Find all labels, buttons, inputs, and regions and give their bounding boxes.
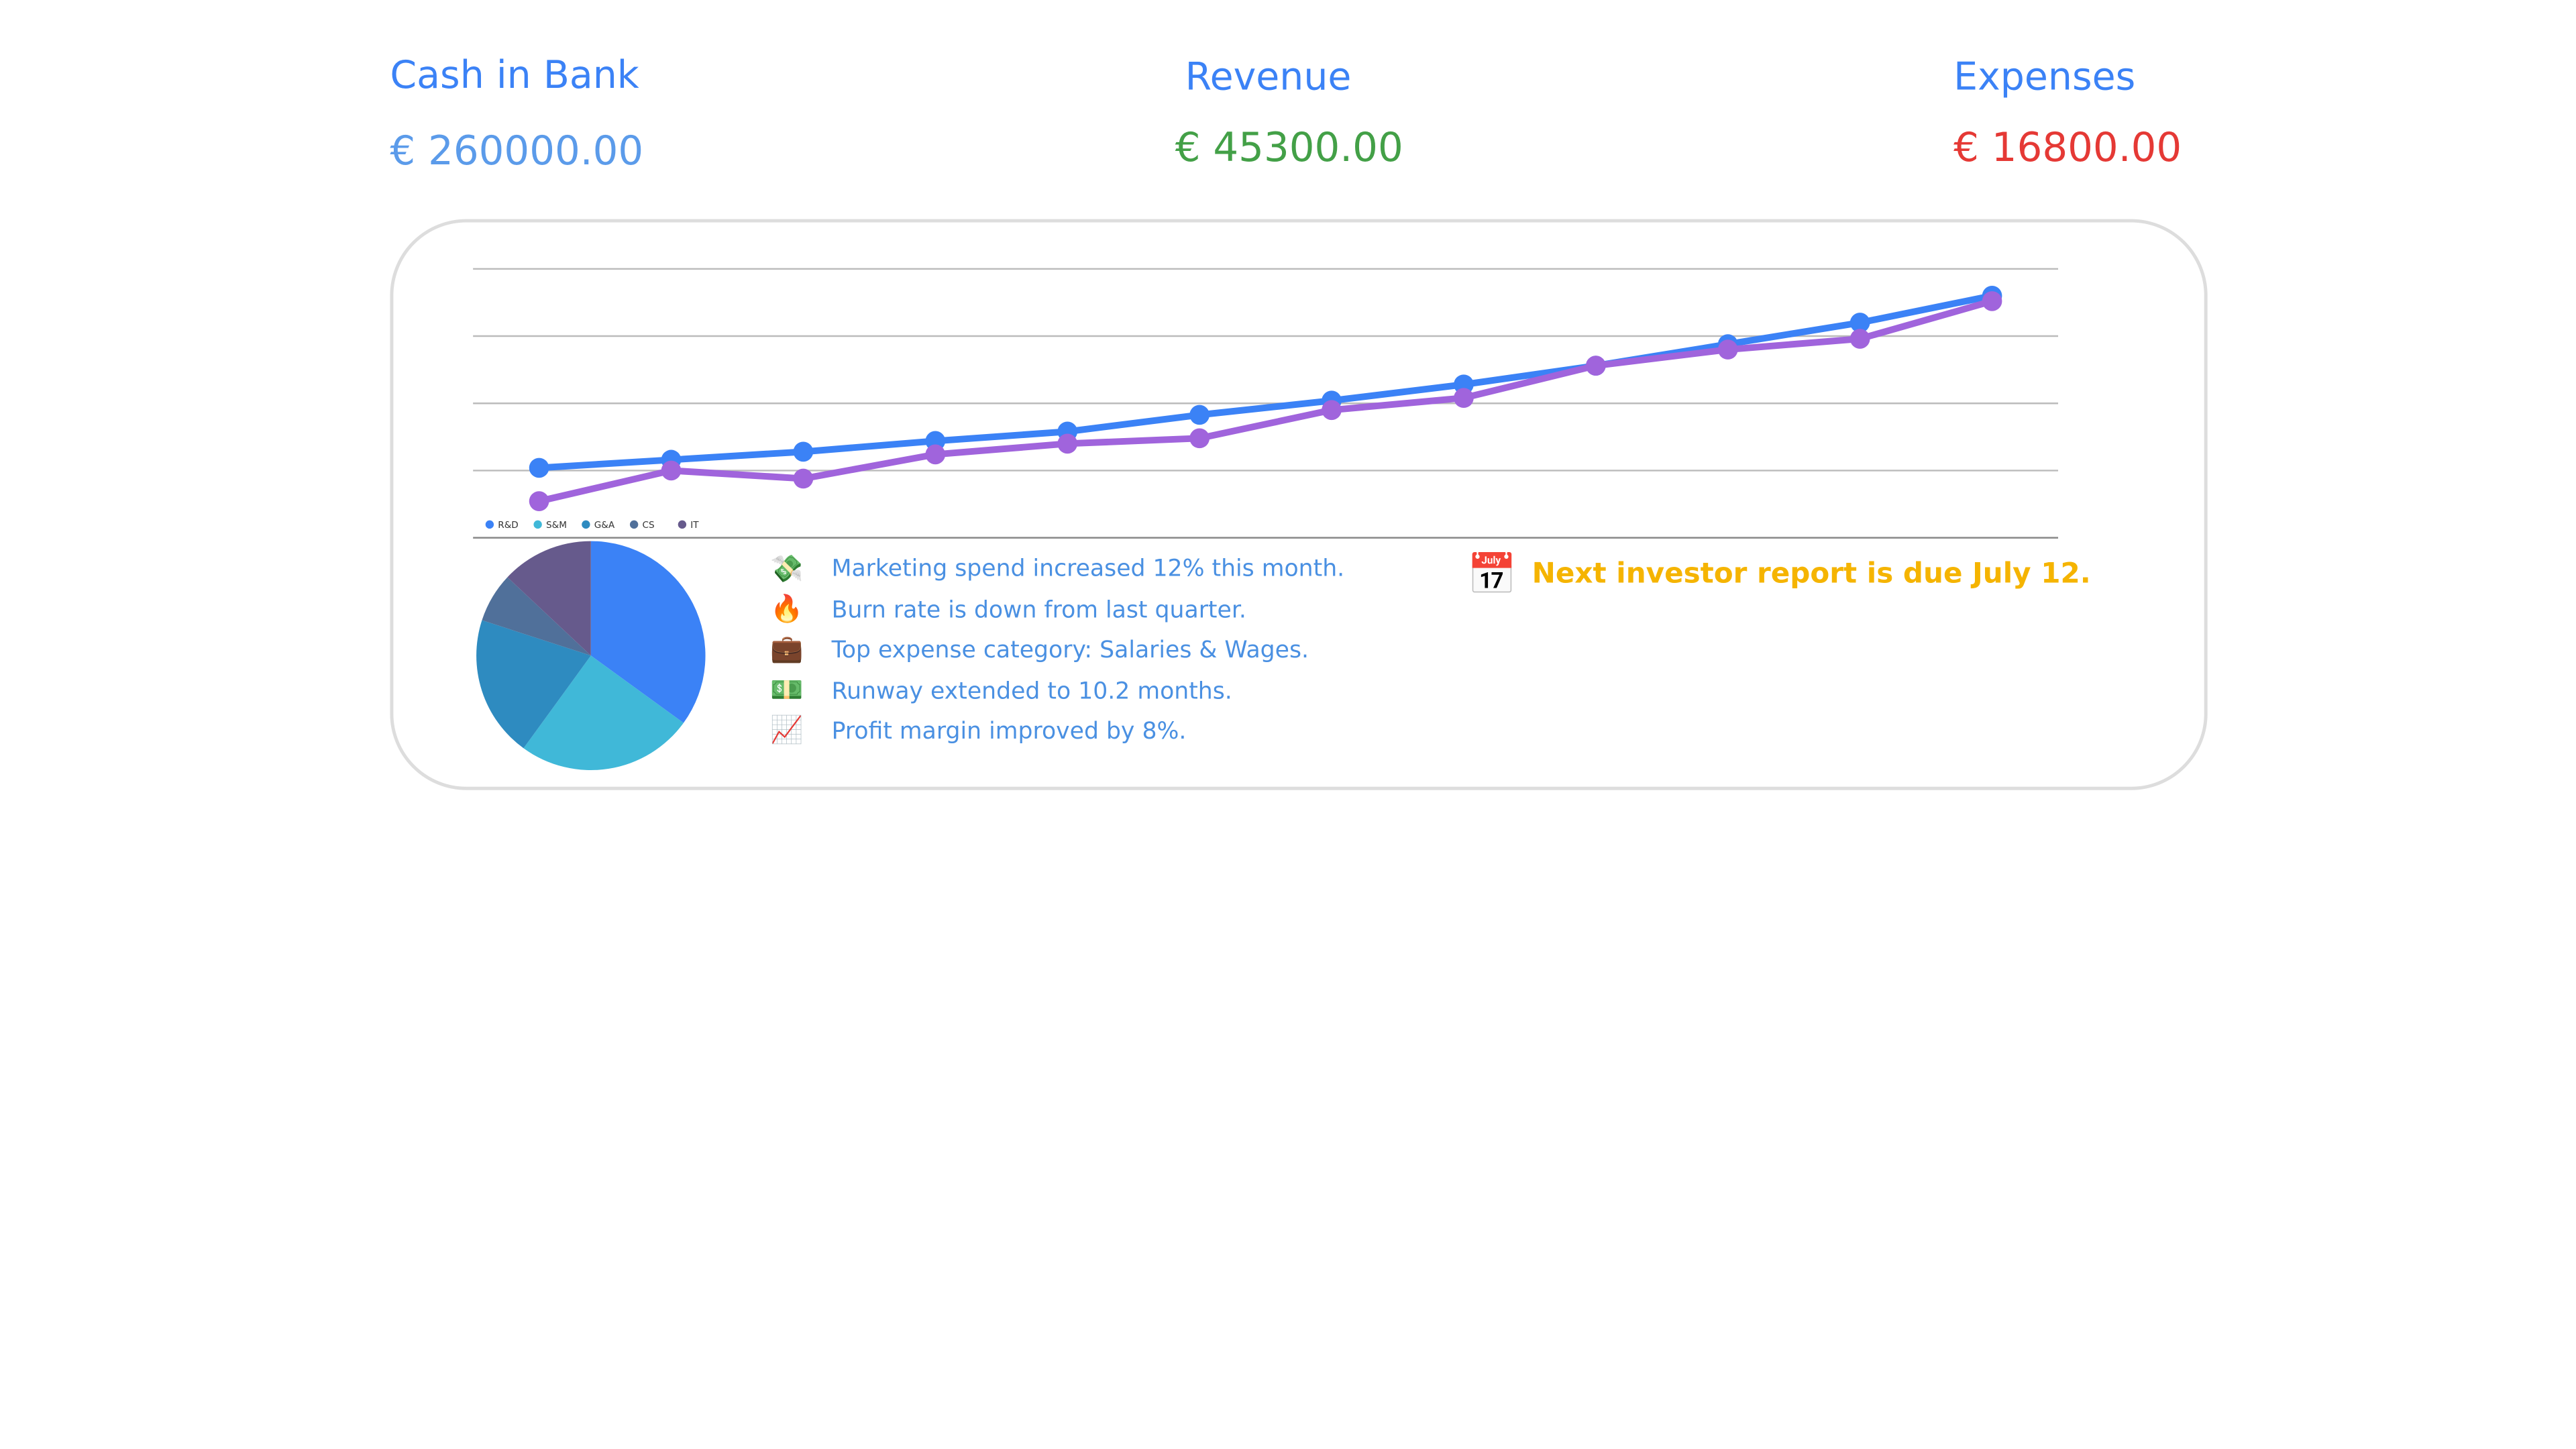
- icon: 💸: [770, 552, 804, 584]
- point: [1322, 400, 1342, 421]
- point: [529, 491, 549, 511]
- kpi-label: Cash in Bank: [390, 54, 639, 98]
- kpi-value: € 260000.00: [390, 127, 644, 174]
- calendar-icon: 📅: [1467, 551, 1517, 598]
- pie-slice: [590, 541, 706, 723]
- point: [1982, 291, 2002, 311]
- point: [1585, 356, 1606, 376]
- note: Runway extended to 10.2 months.: [831, 678, 1232, 706]
- point: [793, 468, 814, 489]
- kpi-label: Expenses: [1953, 56, 2136, 100]
- chart-card: [390, 219, 2208, 790]
- kpi-label: Revenue: [1185, 56, 1352, 100]
- point: [1057, 433, 1078, 454]
- legend-dot: [582, 520, 590, 529]
- icon: 💼: [770, 632, 804, 664]
- icon: 💵: [770, 674, 804, 706]
- legend-dot: [678, 520, 687, 529]
- legend-dot: [533, 520, 542, 529]
- point: [925, 444, 946, 465]
- point: [1717, 339, 1738, 360]
- legend-label: S&M: [546, 520, 567, 531]
- legend-dot: [629, 520, 639, 529]
- investor-note: Next investor report is due July 12.: [1532, 557, 2091, 591]
- note: Marketing spend increased 12% this month…: [831, 555, 1345, 583]
- legend-label: CS: [643, 520, 655, 531]
- pie-slice: [476, 620, 591, 749]
- point: [1454, 388, 1474, 409]
- point: [1849, 313, 1870, 333]
- line: [538, 298, 1993, 504]
- legend-dot: [485, 520, 494, 529]
- icon: 🔥: [770, 592, 804, 625]
- point: [529, 458, 549, 478]
- note: Burn rate is down from last quarter.: [831, 597, 1246, 625]
- legend-label: R&D: [498, 520, 519, 531]
- legend-label: G&A: [594, 520, 615, 531]
- kpi-value: € 45300.00: [1175, 124, 1403, 171]
- line: [539, 292, 1993, 472]
- icon: 📈: [770, 713, 804, 745]
- pie-slice: [507, 541, 591, 656]
- point: [1189, 405, 1210, 425]
- legend-label: IT: [690, 520, 699, 531]
- point: [1849, 329, 1870, 349]
- note: Profit margin improved by 8%.: [831, 718, 1187, 745]
- point: [1189, 428, 1210, 449]
- note: Top expense category: Salaries & Wages.: [831, 637, 1309, 664]
- pie-slice: [482, 577, 591, 656]
- kpi-value: € 16800.00: [1953, 124, 2182, 171]
- point: [793, 441, 814, 462]
- point: [661, 460, 682, 481]
- pie-slice: [523, 655, 684, 771]
